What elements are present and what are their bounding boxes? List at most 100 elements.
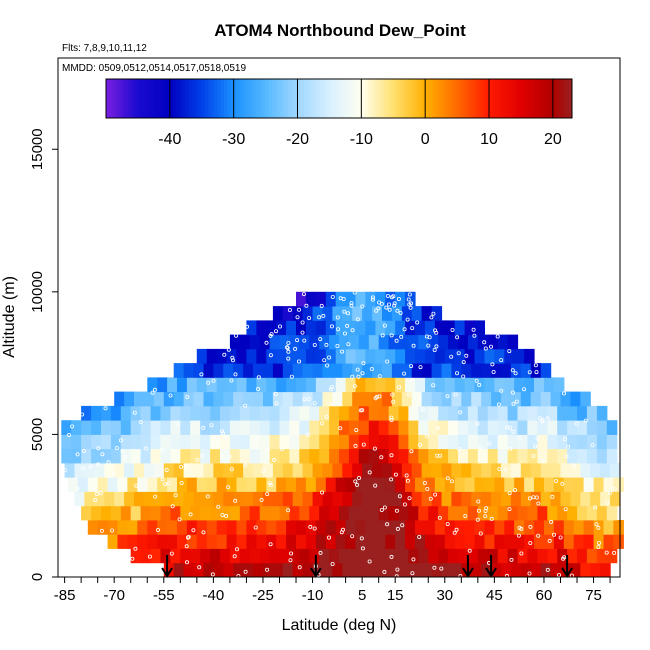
colorbar-segment [128, 79, 133, 118]
heatmap-cell [329, 405, 340, 421]
heatmap-cell [246, 348, 257, 364]
observation-point [349, 301, 354, 306]
observation-point [264, 340, 269, 345]
observation-point [226, 485, 231, 490]
heatmap-cell [117, 534, 128, 549]
observation-point [402, 327, 407, 332]
colorbar-segment [428, 79, 433, 118]
heatmap-cell [335, 377, 347, 393]
heatmap-cell [163, 562, 175, 578]
heatmap-cell [438, 405, 449, 421]
heatmap-cell [405, 477, 416, 492]
heatmap-cell [94, 462, 105, 478]
observation-point [518, 435, 523, 440]
heatmap-cell [448, 548, 459, 564]
colorbar-tick-label: 20 [544, 131, 562, 148]
heatmap-cell [134, 491, 145, 507]
heatmap-cell [299, 434, 310, 450]
heatmap-cell [286, 348, 297, 364]
heatmap-cell [140, 434, 152, 450]
heatmap-cell [534, 520, 545, 535]
observation-point [372, 446, 377, 451]
heatmap-cell [296, 534, 307, 549]
heatmap-cell [398, 405, 409, 421]
heatmap-cell [210, 448, 221, 464]
heatmap-cell [213, 363, 224, 378]
heatmap-cell [425, 477, 436, 492]
observation-point [353, 479, 358, 484]
heatmap-cell [296, 320, 307, 336]
heatmap-cell [547, 448, 558, 464]
y-tick-label: 5000 [29, 418, 46, 451]
heatmap-cell [289, 548, 300, 564]
heatmap-cell [282, 306, 294, 321]
y-axis-label: Altitude (m) [1, 276, 18, 358]
observation-point [379, 455, 384, 460]
heatmap-cell [444, 520, 456, 535]
observation-point [100, 452, 105, 457]
heatmap-cell [289, 505, 300, 521]
heatmap-cell [454, 377, 466, 393]
heatmap-cell [160, 505, 171, 521]
heatmap-cell [586, 434, 598, 450]
colorbar-segment [192, 79, 196, 118]
observation-point [389, 477, 394, 482]
observation-point [536, 533, 541, 538]
heatmap-cell [292, 391, 304, 407]
heatmap-cell [101, 405, 112, 421]
heatmap-cell [276, 477, 287, 492]
heatmap-cell [243, 391, 254, 407]
heatmap-cell [272, 462, 284, 478]
heatmap-cell [372, 562, 383, 578]
observation-point [395, 308, 400, 313]
chart-title: ATOM4 Northbound Dew_Point [214, 21, 466, 40]
observation-point [454, 371, 459, 376]
heatmap-cell [401, 462, 413, 478]
colorbar-segment [527, 79, 532, 118]
heatmap-cell [382, 562, 393, 578]
heatmap-cell [448, 448, 459, 464]
heatmap-cell [411, 306, 423, 321]
heatmap-cell [213, 462, 224, 478]
observation-point [330, 385, 335, 390]
colorbar-segment [134, 79, 139, 118]
colorbar-segment [374, 79, 378, 118]
heatmap-cell [391, 562, 403, 578]
colorbar-segment [504, 79, 509, 118]
colorbar-frame [105, 78, 573, 119]
observation-point [93, 497, 98, 502]
heatmap-cell [431, 306, 443, 321]
heatmap-cell [560, 562, 571, 578]
colorbar-segment [249, 79, 254, 118]
heatmap-cell [570, 562, 581, 578]
colorbar-segment [137, 79, 142, 118]
observation-point [329, 387, 334, 392]
observation-point [458, 574, 463, 579]
heatmap-cell [91, 420, 102, 435]
heatmap-cell [553, 377, 565, 393]
heatmap-cell [514, 520, 525, 535]
observation-point [393, 472, 398, 477]
heatmap-cell [520, 462, 532, 478]
observation-point [286, 349, 291, 354]
heatmap-cell [474, 534, 485, 549]
observation-point [435, 426, 440, 431]
observation-point [528, 524, 533, 529]
heatmap-cell [451, 363, 462, 378]
heatmap-cell [180, 434, 191, 450]
colorbar-segment [364, 79, 369, 118]
heatmap-cell [501, 491, 512, 507]
observation-point [289, 374, 294, 379]
heatmap-cell [504, 348, 515, 364]
heatmap-cell [81, 420, 92, 435]
observation-point [475, 421, 480, 426]
observation-point [312, 526, 317, 531]
heatmap-cell [464, 534, 476, 549]
colorbar-segment [501, 79, 506, 118]
heatmap-cell [547, 434, 558, 450]
observation-point [571, 463, 576, 468]
heatmap-cell [130, 420, 142, 435]
observation-point [399, 334, 404, 339]
colorbar-segment [412, 79, 417, 118]
heatmap-cell [477, 334, 489, 350]
